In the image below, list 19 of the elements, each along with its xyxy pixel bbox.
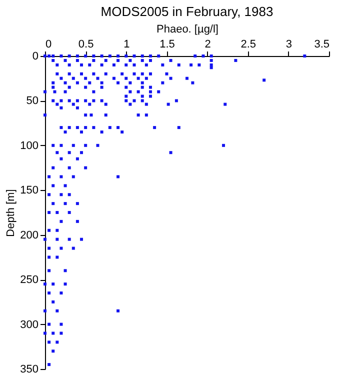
chart-title: MODS2005 in February, 1983 <box>100 4 274 19</box>
x-tick-label: 3 <box>286 38 292 50</box>
x-tick-label: 3.5 <box>314 38 330 50</box>
x-tick-label: 1.5 <box>160 38 175 50</box>
y-tick-label: 150 <box>20 184 38 197</box>
y-tick-label: 100 <box>20 140 38 152</box>
y-tick-label: 0 <box>32 50 38 62</box>
x-tick-label: 2.5 <box>240 38 256 50</box>
y-tick-label: 50 <box>26 95 38 108</box>
x-axis-title: Phaeo. [µg/l] <box>156 24 218 36</box>
x-tick-label: 2 <box>204 38 211 50</box>
x-tick-label: 0 <box>46 38 52 50</box>
y-tick-label: 300 <box>20 318 38 331</box>
y-tick-label: 350 <box>20 364 38 376</box>
x-tick-label: 0.5 <box>78 38 94 50</box>
x-tick-label: 1 <box>124 38 130 50</box>
y-axis-title: Depth [m] <box>5 189 18 237</box>
y-tick-label: 250 <box>20 274 38 286</box>
y-tick-label: 200 <box>20 229 38 242</box>
